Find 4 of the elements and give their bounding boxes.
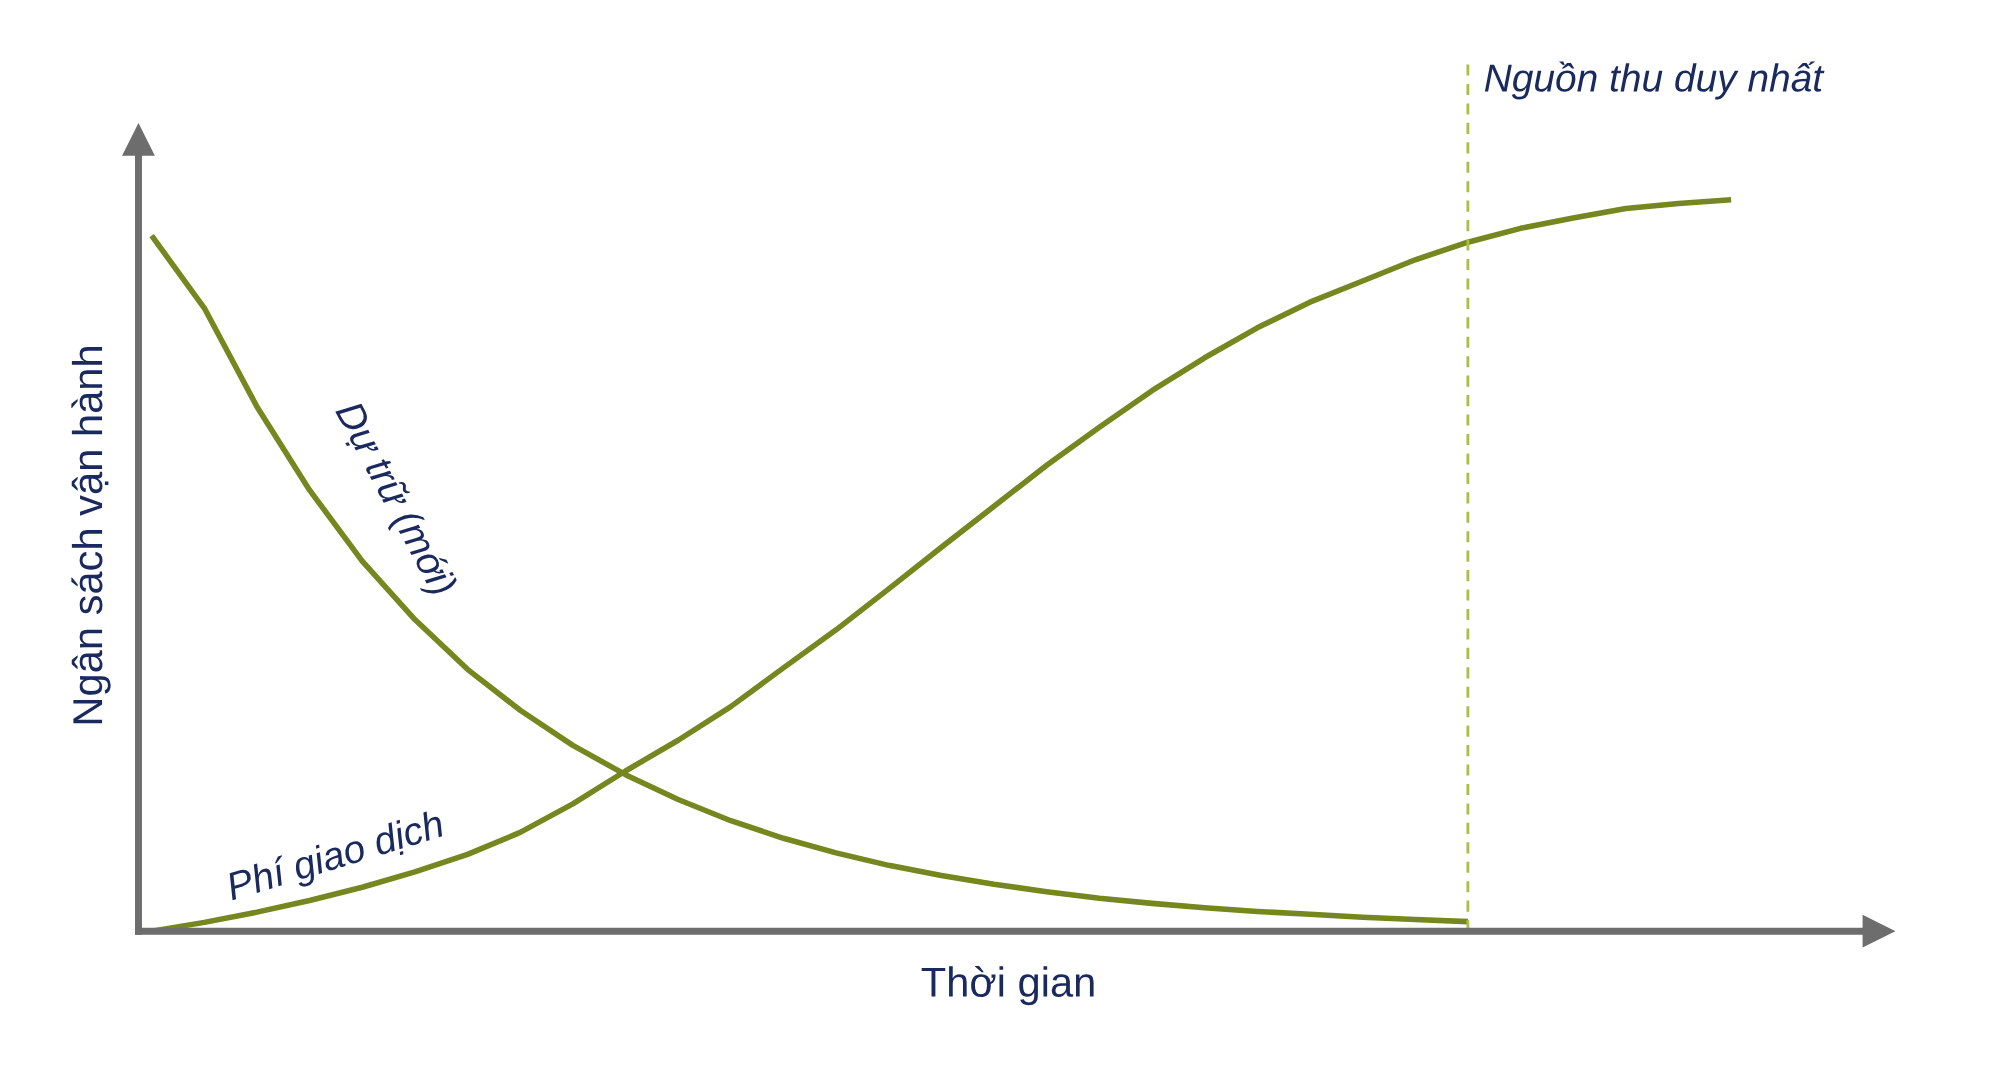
text: Nguồn thu duy nhất [1484, 61, 1825, 100]
y-axis-title: Ngân sách vận hành [71, 347, 111, 724]
x-axis-title: Thời gian [921, 965, 1094, 1006]
text: Phí giao dịch [224, 808, 448, 909]
